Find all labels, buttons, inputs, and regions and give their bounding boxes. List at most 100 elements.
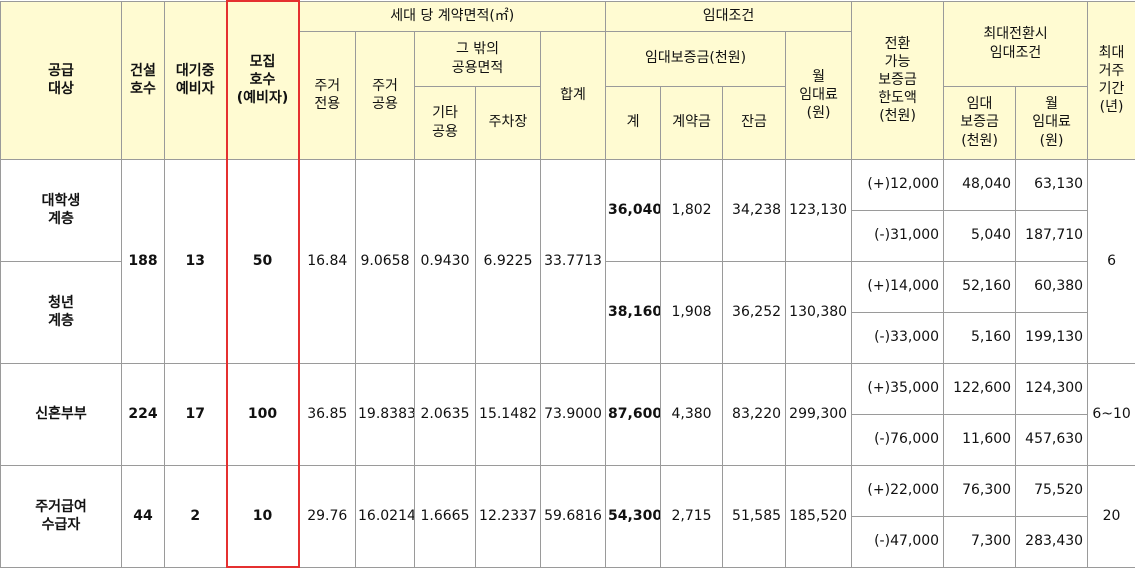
conversion-limit: (+)22,000 <box>851 464 945 517</box>
area: 29.76 <box>298 464 356 568</box>
max-deposit: 5,160 <box>943 311 1017 364</box>
recruit-units: 100 <box>225 362 300 466</box>
supply-target: 주거급여 수급자 <box>0 464 122 568</box>
max-rent: 199,130 <box>1015 311 1089 364</box>
max-rent: 75,520 <box>1015 464 1089 517</box>
header-cell: 임대보증금(천원) <box>605 30 787 87</box>
max-rent: 457,630 <box>1015 413 1089 466</box>
header-cell: 주차장 <box>475 85 541 160</box>
header-cell: 잔금 <box>722 85 787 160</box>
table-row: 청년 계층 38,160 1,908 36,252 130,380 (+)14,000 52… <box>0 260 1135 364</box>
table-row: 대학생 계층 188 13 50 16.84 9.0658 0.9430 6.9225 33.7… <box>0 158 1135 364</box>
header-cell: 기타 공용 <box>414 85 476 160</box>
header-cell: 계 <box>605 85 662 160</box>
monthly-rent: 123,130 <box>785 158 853 262</box>
conversion-limit: (+)35,000 <box>851 362 945 415</box>
max-rent: 283,430 <box>1015 515 1089 568</box>
header-row: 기타 공용 주차장 계 계약금 잔금 임대 보증금 (천원) 월 임대료 (원) <box>1 85 1135 160</box>
area: 6.9225 <box>475 158 541 364</box>
max-deposit: 48,040 <box>943 158 1017 211</box>
max-deposit: 122,600 <box>943 362 1017 415</box>
built-units: 224 <box>121 362 165 466</box>
deposit-total: 38,160 <box>605 260 662 364</box>
supply-target: 대학생 계층 <box>0 158 122 262</box>
max-rent: 124,300 <box>1015 362 1089 415</box>
balance: 51,585 <box>722 464 787 568</box>
area: 16.84 <box>298 158 356 364</box>
max-rent: 60,380 <box>1015 260 1089 313</box>
supply-target: 청년 계층 <box>0 260 122 364</box>
header-row: 공급 대상 건설 호수 대기중 예비자 모집 호수 (예비자) 세대 당 계약면… <box>0 0 1135 160</box>
max-deposit: 5,040 <box>943 209 1017 262</box>
balance: 34,238 <box>722 158 787 262</box>
header-row: 주거 전용 주거 공용 그 밖의 공용면적 합계 임대보증금(천원) 월 임대료… <box>1 30 1135 160</box>
table-body: 대학생 계층 188 13 50 16.84 9.0658 0.9430 6.9225 33.7… <box>0 158 1135 568</box>
deposit-total: 54,300 <box>605 464 662 568</box>
area: 9.0658 <box>355 158 415 364</box>
header-cell: 임대조건 <box>605 0 853 32</box>
max-period: 6 <box>1087 158 1135 364</box>
table-row: (-)76,000 11,600 457,630 <box>1 413 1135 466</box>
conversion-limit: (+)14,000 <box>851 260 945 313</box>
header-cell: 건설 호수 <box>121 0 165 160</box>
header-cell: 임대 보증금 (천원) <box>943 85 1017 160</box>
header-cell: 월 임대료 (원) <box>1015 85 1089 160</box>
header-cell: 공급 대상 <box>0 0 122 160</box>
max-deposit: 11,600 <box>943 413 1017 466</box>
header-cell: 계약금 <box>660 85 724 160</box>
area: 19.8383 <box>355 362 415 466</box>
table-row: (-)33,000 5,160 199,130 <box>1 311 1135 364</box>
header-cell: 최대 거주 기간 (년) <box>1087 0 1135 160</box>
recruit-units: 50 <box>225 158 300 364</box>
monthly-rent: 299,300 <box>785 362 853 466</box>
header-cell: 월 임대료 (원) <box>785 30 853 160</box>
max-rent: 63,130 <box>1015 158 1089 211</box>
header-cell: 최대전환시 임대조건 <box>943 0 1089 87</box>
max-deposit: 7,300 <box>943 515 1017 568</box>
table-row: 주거급여 수급자 44 2 10 29.76 16.0214 1.6665 12.2337 59… <box>0 464 1135 568</box>
conversion-limit: (+)12,000 <box>851 158 945 211</box>
table-row: (-)47,000 7,300 283,430 <box>1 515 1135 568</box>
area: 33.7713 <box>539 158 607 364</box>
waiting-reserve: 13 <box>164 158 227 364</box>
deposit-total: 36,040 <box>605 158 662 262</box>
recruit-units: 10 <box>225 464 300 568</box>
area: 16.0214 <box>355 464 415 568</box>
area: 15.1482 <box>475 362 541 466</box>
contract-fee: 2,715 <box>660 464 724 568</box>
waiting-reserve: 2 <box>164 464 227 568</box>
max-deposit: 76,300 <box>943 464 1017 517</box>
contract-fee: 1,802 <box>660 158 724 262</box>
area: 12.2337 <box>475 464 541 568</box>
area: 59.6816 <box>539 464 607 568</box>
header-cell: 합계 <box>539 30 607 160</box>
area: 0.9430 <box>414 158 476 364</box>
max-period: 6~10 <box>1087 362 1135 466</box>
max-deposit: 52,160 <box>943 260 1017 313</box>
header-cell: 세대 당 계약면적(㎡) <box>297 0 607 32</box>
balance: 36,252 <box>722 260 787 364</box>
table-row: 신혼부부 224 17 100 36.85 19.8383 2.0635 15.1482 73.… <box>0 362 1135 466</box>
contract-fee: 1,908 <box>660 260 724 364</box>
conversion-limit: (-)76,000 <box>851 413 945 466</box>
monthly-rent: 185,520 <box>785 464 853 568</box>
header-cell: 모집 호수 (예비자) <box>225 0 300 160</box>
conversion-limit: (-)33,000 <box>851 311 945 364</box>
area: 73.9000 <box>539 362 607 466</box>
conversion-limit: (-)47,000 <box>851 515 945 568</box>
area: 2.0635 <box>414 362 476 466</box>
supply-target: 신혼부부 <box>0 362 122 466</box>
conversion-limit: (-)31,000 <box>851 209 945 262</box>
deposit-total: 87,600 <box>605 362 662 466</box>
contract-fee: 4,380 <box>660 362 724 466</box>
header-cell: 주거 전용 <box>298 30 356 160</box>
header-cell: 주거 공용 <box>355 30 415 160</box>
waiting-reserve: 17 <box>164 362 227 466</box>
max-period: 20 <box>1087 464 1135 568</box>
built-units: 44 <box>121 464 165 568</box>
area: 1.6665 <box>414 464 476 568</box>
built-units: 188 <box>121 158 165 364</box>
monthly-rent: 130,380 <box>785 260 853 364</box>
